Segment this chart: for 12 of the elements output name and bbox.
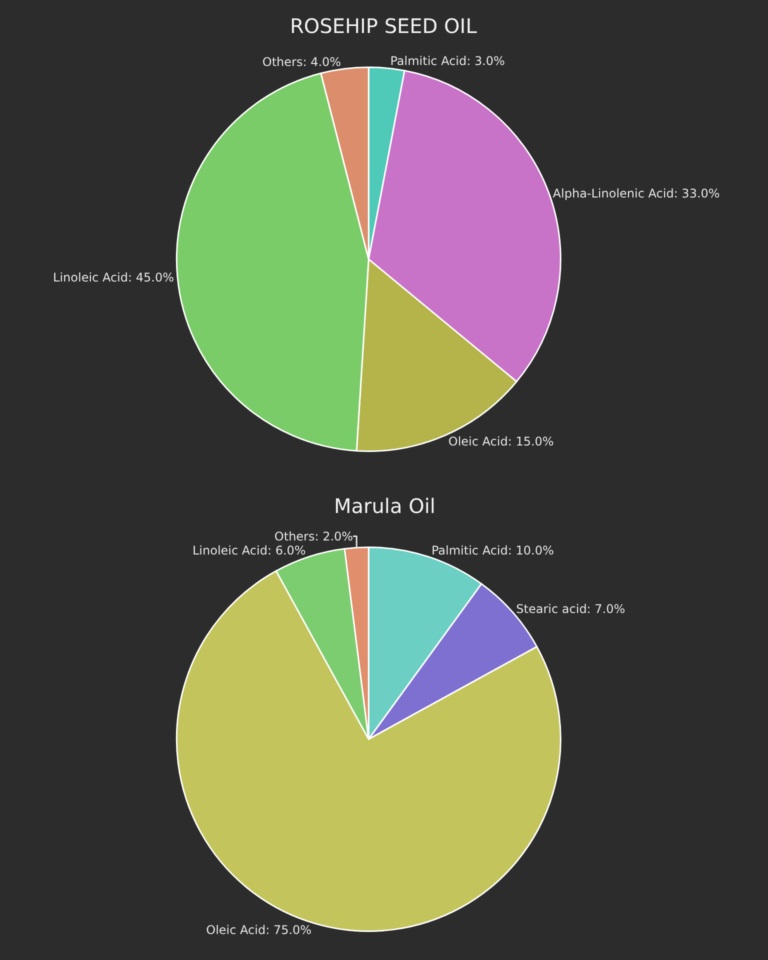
slice-label: Stearic acid: 7.0% (516, 602, 626, 616)
slice-label: Others: 2.0% (274, 529, 354, 544)
slice-label: Oleic Acid: 15.0% (448, 434, 554, 448)
slice-label: Others: 4.0% (262, 54, 342, 69)
slice-label: Palmitic Acid: 3.0% (390, 54, 505, 68)
chart-title: ROSEHIP SEED OIL (290, 14, 478, 38)
slice-label: Linoleic Acid: 6.0% (192, 543, 306, 558)
slice-label: Palmitic Acid: 10.0% (431, 543, 554, 558)
slice-label: Linoleic Acid: 45.0% (53, 270, 174, 284)
slice-label: Alpha-Linolenic Acid: 33.0% (552, 186, 720, 200)
chart-title: Marula Oil (334, 494, 436, 518)
slice-label: Oleic Acid: 75.0% (206, 923, 312, 938)
